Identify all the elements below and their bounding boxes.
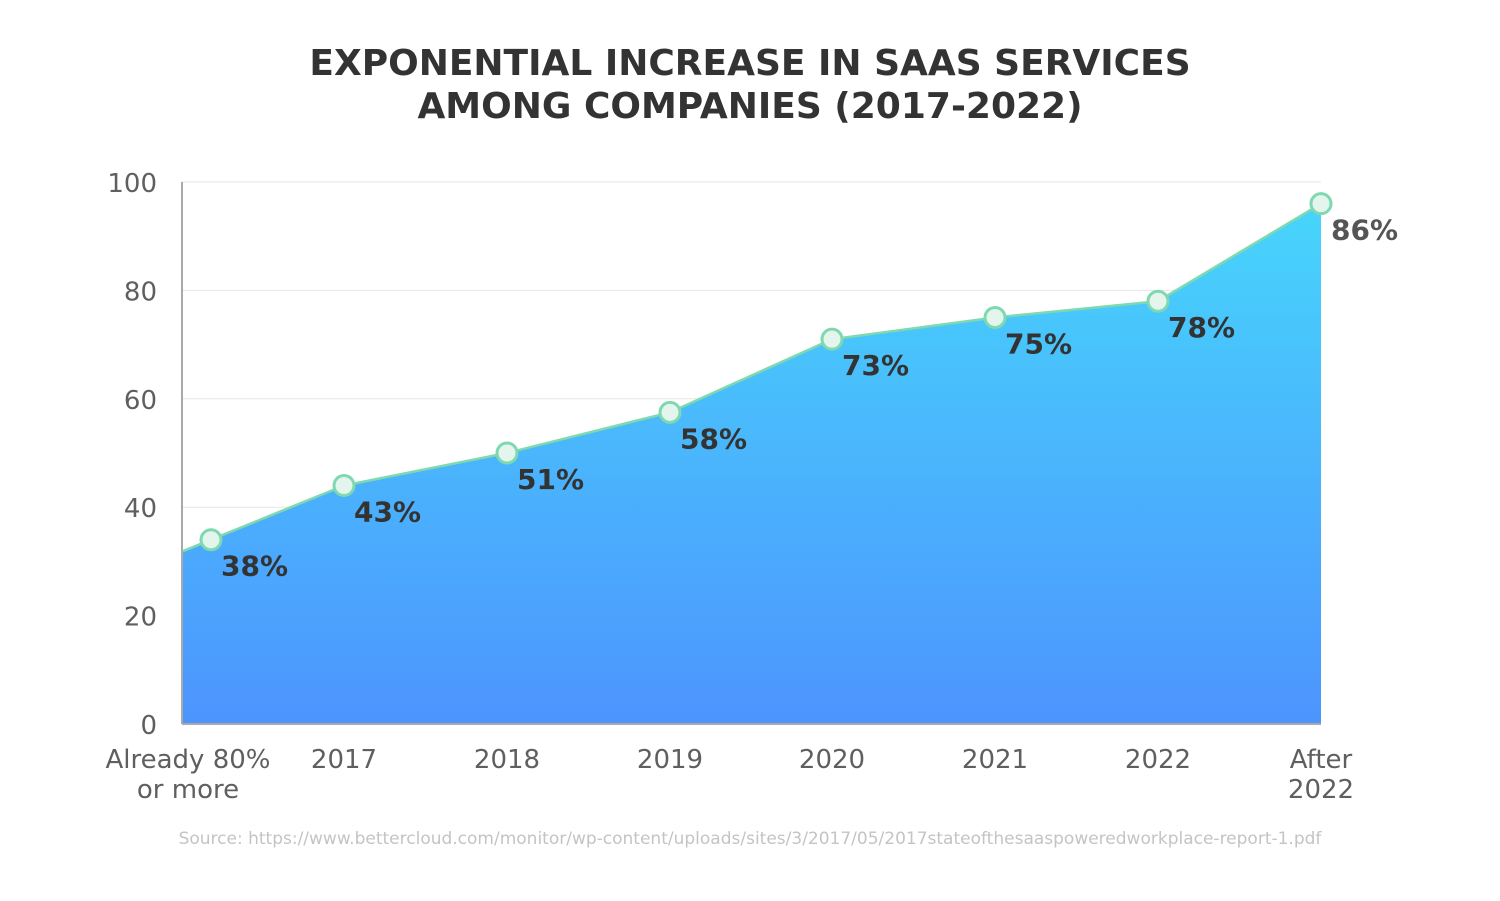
y-tick-label-40: 40 — [124, 494, 157, 524]
y-tick-label-80: 80 — [124, 277, 157, 307]
source-note: Source: https://www.bettercloud.com/moni… — [178, 829, 1322, 849]
x-tick-label-1: 2017 — [311, 745, 377, 775]
data-point-7 — [1309, 192, 1333, 216]
x-tick-label-3: 2019 — [637, 745, 703, 775]
data-point-6 — [1146, 289, 1170, 313]
data-label-1: 43% — [354, 496, 421, 529]
data-label-3: 58% — [680, 422, 747, 455]
x-tick-label-2: 2018 — [474, 745, 540, 775]
data-label-5: 75% — [1005, 328, 1072, 361]
data-label-7: 86% — [1331, 214, 1398, 247]
x-tick-label-4: 2020 — [799, 745, 865, 775]
chart-title-line-1: EXPONENTIAL INCREASE IN SAAS SERVICES — [309, 43, 1191, 84]
data-point-2 — [495, 441, 519, 465]
data-point-1 — [332, 474, 356, 498]
data-label-6: 78% — [1168, 311, 1235, 344]
y-tick-label-100: 100 — [107, 169, 157, 199]
data-point-0 — [199, 528, 223, 552]
x-tick-label-0: Already 80% or more — [105, 745, 270, 805]
chart-title: EXPONENTIAL INCREASE IN SAAS SERVICES AM… — [0, 42, 1500, 128]
data-label-4: 73% — [842, 349, 909, 382]
series-area — [182, 203, 1321, 724]
x-tick-label-5: 2021 — [962, 745, 1028, 775]
y-tick-label-0: 0 — [140, 711, 157, 741]
data-point-3 — [658, 400, 682, 424]
data-label-2: 51% — [517, 463, 584, 496]
y-tick-label-60: 60 — [124, 386, 157, 416]
data-point-5 — [983, 306, 1007, 329]
x-tick-label-6: 2022 — [1125, 745, 1191, 775]
y-tick-label-20: 20 — [124, 603, 157, 633]
data-point-4 — [820, 327, 844, 351]
chart-title-line-2: AMONG COMPANIES (2017-2022) — [417, 86, 1083, 127]
x-tick-label-7: After 2022 — [1288, 745, 1354, 805]
data-label-0: 38% — [221, 550, 288, 583]
